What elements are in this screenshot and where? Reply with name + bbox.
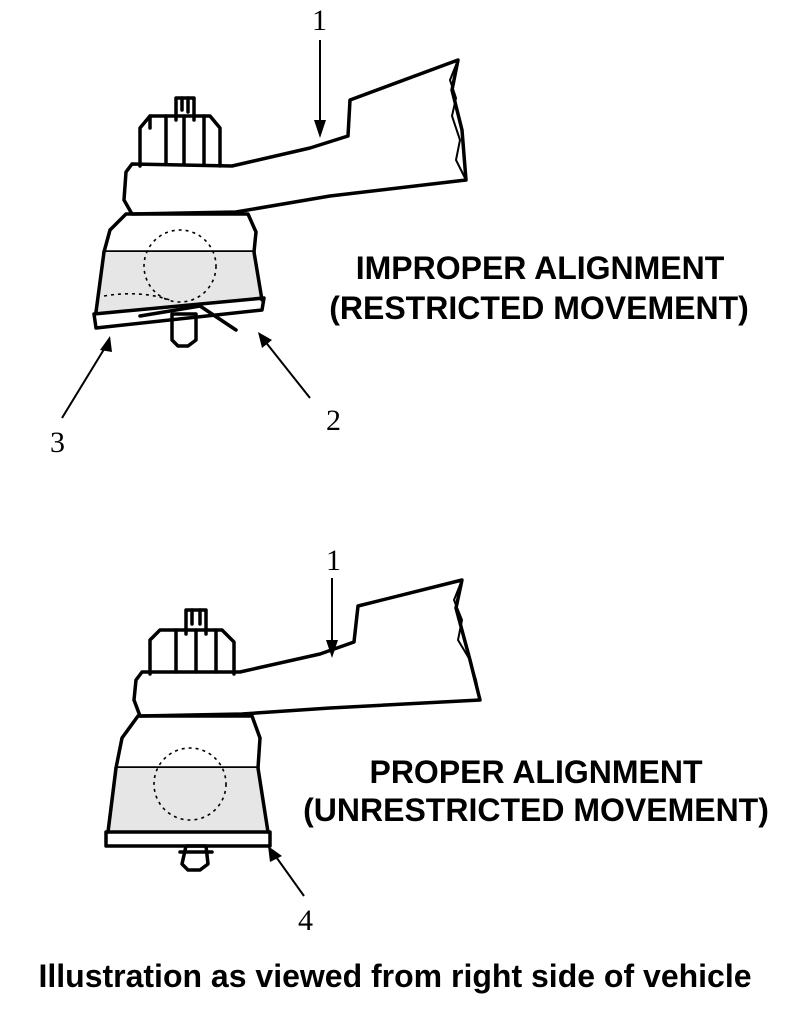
improper-boot-lower xyxy=(96,252,262,312)
proper-title-line2: (UNRESTRICTED MOVEMENT) xyxy=(303,792,769,828)
callout-1-top: 1 xyxy=(312,4,327,37)
callout-1-bottom: 1 xyxy=(326,544,341,577)
improper-control-arm xyxy=(122,58,468,216)
callout-4: 4 xyxy=(298,904,313,937)
proper-flat-seat xyxy=(104,830,272,848)
figure-caption: Illustration as viewed from right side o… xyxy=(38,958,752,994)
improper-callout-arrows xyxy=(61,40,326,419)
improper-boot-upper xyxy=(102,212,258,254)
proper-stud-bottom xyxy=(180,844,210,872)
proper-ball-joint-drawing xyxy=(104,578,482,872)
callout-3: 3 xyxy=(50,426,65,459)
proper-castle-nut xyxy=(148,608,236,676)
improper-ball-joint-drawing xyxy=(92,58,468,348)
proper-boot-upper xyxy=(114,714,262,770)
callout-2: 2 xyxy=(326,404,341,437)
proper-callout-arrows xyxy=(268,578,338,897)
improper-stud-bottom xyxy=(170,312,198,348)
proper-boot-lower xyxy=(108,768,268,832)
improper-castle-nut xyxy=(138,96,222,168)
improper-title-line1: IMPROPER ALIGNMENT xyxy=(355,250,725,286)
proper-control-arm xyxy=(132,578,482,718)
improper-tilted-seat xyxy=(92,296,266,330)
proper-title-line1: PROPER ALIGNMENT xyxy=(369,754,703,790)
improper-title-line2: (RESTRICTED MOVEMENT) xyxy=(329,290,749,326)
